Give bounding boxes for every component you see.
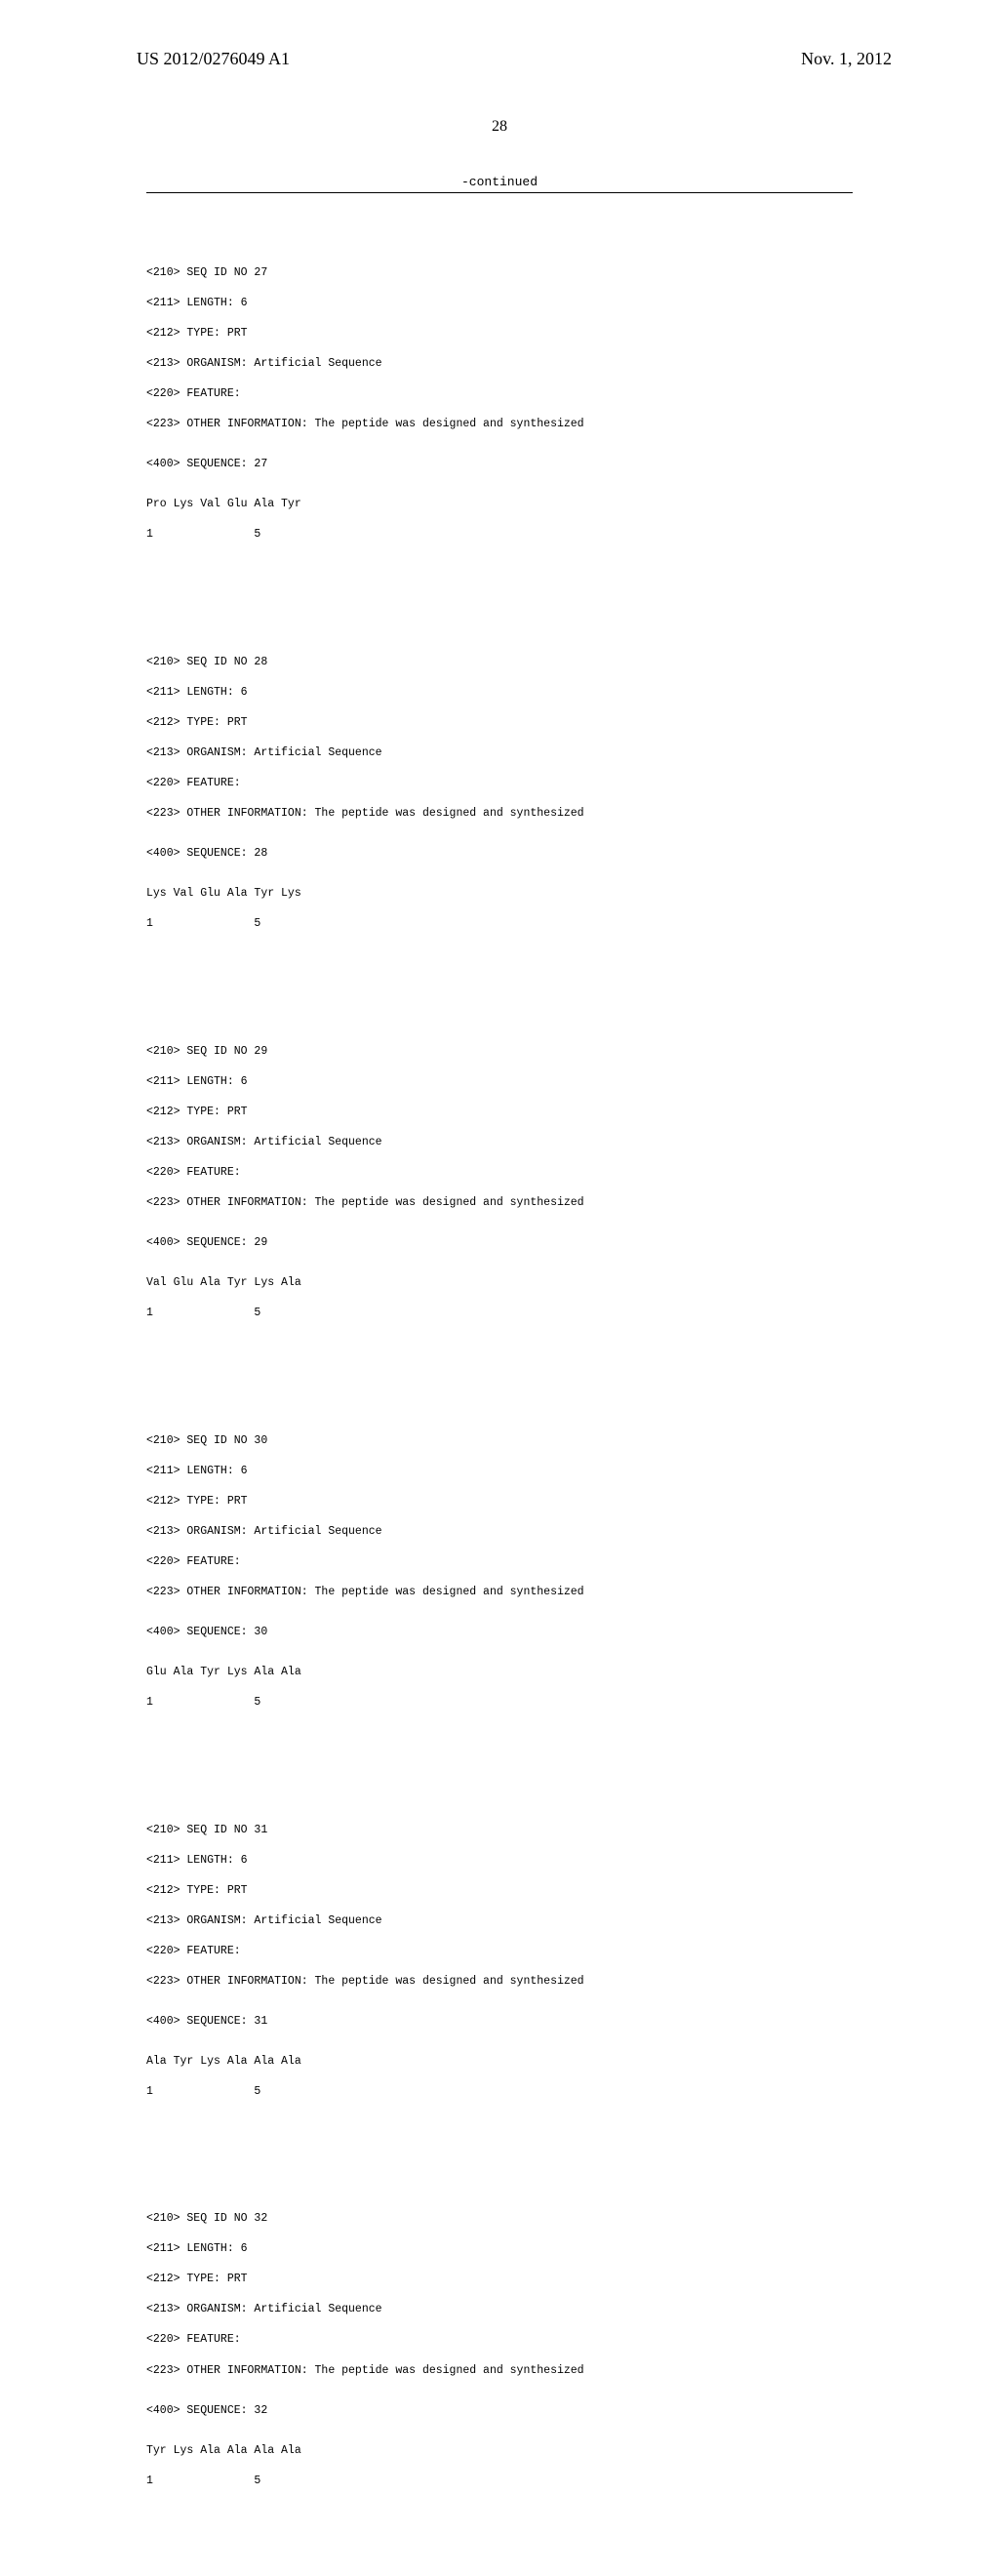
seq-label: <400> SEQUENCE: 32	[146, 2403, 853, 2419]
continued-divider	[146, 192, 853, 193]
seq-type: <212> TYPE: PRT	[146, 2272, 853, 2287]
sequence-block: <210> SEQ ID NO 32 <211> LENGTH: 6 <212>…	[146, 2196, 853, 2518]
main-content: -continued <210> SEQ ID NO 27 <211> LENG…	[0, 175, 999, 2576]
seq-length: <211> LENGTH: 6	[146, 685, 853, 701]
sequence-listing: <210> SEQ ID NO 27 <211> LENGTH: 6 <212>…	[146, 205, 853, 2576]
seq-label: <400> SEQUENCE: 28	[146, 846, 853, 862]
seq-label: <400> SEQUENCE: 29	[146, 1235, 853, 1251]
sequence-block: <210> SEQ ID NO 29 <211> LENGTH: 6 <212>…	[146, 1028, 853, 1350]
seq-feature: <220> FEATURE:	[146, 2332, 853, 2348]
seq-feature: <220> FEATURE:	[146, 776, 853, 791]
seq-positions: 1 5	[146, 1695, 853, 1711]
seq-id-no: <210> SEQ ID NO 28	[146, 655, 853, 670]
seq-type: <212> TYPE: PRT	[146, 1883, 853, 1899]
seq-length: <211> LENGTH: 6	[146, 1074, 853, 1090]
seq-id-no: <210> SEQ ID NO 32	[146, 2211, 853, 2227]
seq-other-info: <223> OTHER INFORMATION: The peptide was…	[146, 417, 853, 432]
seq-positions: 1 5	[146, 916, 853, 932]
seq-id-no: <210> SEQ ID NO 30	[146, 1433, 853, 1449]
seq-positions: 1 5	[146, 527, 853, 543]
sequence-block: <210> SEQ ID NO 30 <211> LENGTH: 6 <212>…	[146, 1418, 853, 1740]
seq-feature: <220> FEATURE:	[146, 1165, 853, 1181]
seq-organism: <213> ORGANISM: Artificial Sequence	[146, 356, 853, 372]
seq-residues: Glu Ala Tyr Lys Ala Ala	[146, 1665, 853, 1680]
seq-organism: <213> ORGANISM: Artificial Sequence	[146, 1524, 853, 1540]
seq-positions: 1 5	[146, 1306, 853, 1321]
seq-other-info: <223> OTHER INFORMATION: The peptide was…	[146, 2363, 853, 2379]
seq-type: <212> TYPE: PRT	[146, 326, 853, 342]
sequence-block: <210> SEQ ID NO 31 <211> LENGTH: 6 <212>…	[146, 1807, 853, 2129]
publication-date: Nov. 1, 2012	[801, 49, 892, 69]
seq-organism: <213> ORGANISM: Artificial Sequence	[146, 745, 853, 761]
seq-organism: <213> ORGANISM: Artificial Sequence	[146, 1913, 853, 1929]
seq-other-info: <223> OTHER INFORMATION: The peptide was…	[146, 1974, 853, 1990]
seq-length: <211> LENGTH: 6	[146, 2241, 853, 2257]
continued-header: -continued	[146, 175, 853, 193]
sequence-block: <210> SEQ ID NO 28 <211> LENGTH: 6 <212>…	[146, 639, 853, 961]
seq-feature: <220> FEATURE:	[146, 1554, 853, 1570]
patent-number: US 2012/0276049 A1	[137, 49, 290, 69]
seq-label: <400> SEQUENCE: 31	[146, 2014, 853, 2030]
seq-other-info: <223> OTHER INFORMATION: The peptide was…	[146, 1195, 853, 1211]
seq-length: <211> LENGTH: 6	[146, 1464, 853, 1479]
sequence-block: <210> SEQ ID NO 27 <211> LENGTH: 6 <212>…	[146, 251, 853, 573]
seq-residues: Ala Tyr Lys Ala Ala Ala	[146, 2054, 853, 2070]
seq-id-no: <210> SEQ ID NO 31	[146, 1823, 853, 1838]
seq-length: <211> LENGTH: 6	[146, 1853, 853, 1869]
seq-length: <211> LENGTH: 6	[146, 296, 853, 311]
seq-label: <400> SEQUENCE: 30	[146, 1625, 853, 1640]
continued-label: -continued	[146, 175, 853, 192]
seq-type: <212> TYPE: PRT	[146, 1105, 853, 1120]
seq-other-info: <223> OTHER INFORMATION: The peptide was…	[146, 1585, 853, 1600]
seq-type: <212> TYPE: PRT	[146, 1494, 853, 1509]
seq-residues: Tyr Lys Ala Ala Ala Ala	[146, 2443, 853, 2459]
seq-label: <400> SEQUENCE: 27	[146, 457, 853, 472]
seq-residues: Val Glu Ala Tyr Lys Ala	[146, 1275, 853, 1291]
seq-type: <212> TYPE: PRT	[146, 715, 853, 731]
seq-feature: <220> FEATURE:	[146, 386, 853, 402]
seq-other-info: <223> OTHER INFORMATION: The peptide was…	[146, 806, 853, 822]
seq-id-no: <210> SEQ ID NO 29	[146, 1044, 853, 1060]
seq-feature: <220> FEATURE:	[146, 1944, 853, 1959]
page-header: US 2012/0276049 A1 Nov. 1, 2012	[0, 0, 999, 89]
page-number: 28	[0, 118, 999, 136]
seq-residues: Pro Lys Val Glu Ala Tyr	[146, 497, 853, 512]
seq-positions: 1 5	[146, 2084, 853, 2100]
seq-residues: Lys Val Glu Ala Tyr Lys	[146, 886, 853, 902]
seq-positions: 1 5	[146, 2474, 853, 2489]
seq-organism: <213> ORGANISM: Artificial Sequence	[146, 2302, 853, 2317]
seq-organism: <213> ORGANISM: Artificial Sequence	[146, 1135, 853, 1150]
seq-id-no: <210> SEQ ID NO 27	[146, 265, 853, 281]
